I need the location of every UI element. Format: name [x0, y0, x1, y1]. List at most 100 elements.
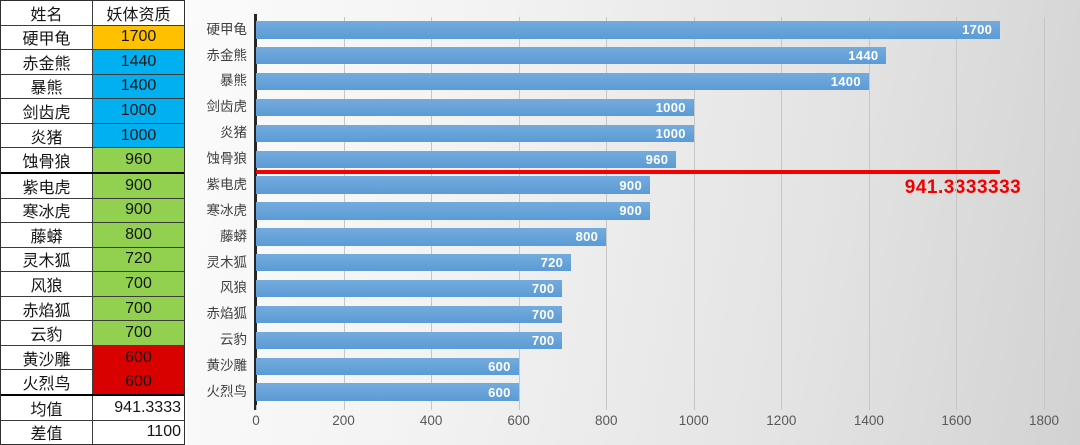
bar[interactable]: 700	[256, 331, 563, 350]
table-row: 紫电虎 900	[1, 173, 184, 199]
table-row: 炎猪 1000	[1, 123, 184, 149]
table-row: 黄沙雕 600	[1, 345, 184, 371]
table-header-row: 姓名 妖体资质	[1, 1, 184, 26]
bar[interactable]: 800	[256, 228, 607, 246]
category-label: 赤金熊	[206, 47, 248, 63]
bar-data-label: 1700	[962, 22, 993, 38]
table-row: 暴熊 1400	[1, 74, 184, 100]
cell-name[interactable]: 寒冰虎	[22, 204, 71, 222]
cell-value[interactable]: 900	[92, 198, 184, 223]
cell-summary-label[interactable]: 差值	[30, 426, 63, 444]
category-label: 黄沙雕	[206, 358, 248, 373]
cell-value[interactable]: 700	[92, 296, 184, 321]
bar[interactable]: 600	[256, 383, 519, 401]
table-summary-row: 差值 1100	[1, 420, 184, 445]
cell-value[interactable]: 1400	[92, 74, 184, 99]
bar-data-label: 800	[575, 229, 599, 245]
aptitude-table: 姓名 妖体资质 硬甲龟 1700 赤金熊 1440 暴熊 1400 剑齿虎 1000 炎猪 100…	[0, 0, 185, 445]
cell-name[interactable]: 硬甲龟	[22, 31, 71, 49]
cell-name[interactable]: 云豹	[30, 327, 63, 345]
category-label: 云豹	[220, 332, 247, 348]
x-tick-label: 200	[332, 413, 355, 428]
category-label: 紫电虎	[206, 176, 248, 192]
bar[interactable]: 600	[256, 357, 519, 375]
cell-value[interactable]: 720	[92, 247, 184, 272]
cell-name[interactable]: 炎猪	[30, 129, 63, 147]
mean-line[interactable]	[256, 170, 1001, 175]
cell-summary-label[interactable]: 均值	[30, 401, 63, 419]
bar[interactable]: 900	[256, 202, 650, 220]
cell-value[interactable]: 1000	[92, 99, 184, 123]
bar[interactable]: 1000	[256, 98, 694, 117]
x-tick-label: 1200	[766, 413, 797, 428]
x-tick-label: 1400	[853, 413, 884, 428]
bar-data-label: 900	[619, 177, 642, 193]
cell-value[interactable]: 900	[92, 173, 184, 198]
cell-name[interactable]: 赤焰狐	[22, 302, 71, 320]
cell-value[interactable]: 1000	[92, 123, 184, 148]
cell-name[interactable]: 火烈鸟	[22, 376, 71, 394]
bar[interactable]: 700	[256, 305, 563, 324]
gridline	[1044, 17, 1045, 410]
cell-value[interactable]: 600	[92, 345, 184, 370]
mean-value-label: 941.3333333	[904, 177, 1022, 198]
cell-value[interactable]: 700	[92, 321, 184, 345]
cell-name[interactable]: 风狼	[30, 277, 63, 295]
cell-name[interactable]: 黄沙雕	[22, 351, 71, 369]
category-label: 暴熊	[220, 73, 247, 89]
category-label: 藤蟒	[220, 228, 247, 244]
bar[interactable]: 900	[256, 176, 650, 194]
bar[interactable]: 960	[256, 150, 677, 168]
cell-name[interactable]: 紫电虎	[22, 179, 71, 197]
gridline	[693, 17, 695, 410]
category-label: 蚀骨狼	[206, 151, 248, 167]
bar[interactable]: 700	[256, 279, 563, 298]
gridline	[956, 17, 958, 410]
cell-name[interactable]: 赤金熊	[22, 55, 71, 73]
x-tick-label: 400	[419, 413, 443, 428]
x-tick-label: 1600	[941, 413, 972, 428]
bar[interactable]: 1440	[256, 47, 887, 65]
col-header-name[interactable]: 姓名	[30, 6, 63, 24]
cell-name[interactable]: 藤蟒	[30, 228, 63, 246]
cell-name[interactable]: 蚀骨狼	[22, 154, 71, 172]
y-axis-line	[254, 14, 257, 410]
axis-tick	[256, 405, 257, 410]
category-label: 硬甲龟	[206, 21, 248, 37]
cell-name[interactable]: 剑齿虎	[22, 105, 71, 123]
bar[interactable]: 1400	[256, 72, 869, 91]
cell-summary-value[interactable]: 941.3333	[92, 396, 184, 420]
table-row: 藤蟒 800	[1, 223, 184, 248]
table-row: 灵木狐 720	[1, 247, 184, 273]
cell-summary-value[interactable]: 1100	[92, 420, 184, 445]
bar[interactable]: 1700	[256, 21, 1001, 39]
bar-data-label: 1000	[655, 125, 686, 141]
table-row: 赤金熊 1440	[1, 50, 184, 75]
gridline	[868, 17, 870, 410]
category-label: 风狼	[220, 280, 247, 296]
cell-name[interactable]: 灵木狐	[22, 253, 71, 271]
cell-value[interactable]: 1440	[92, 50, 184, 74]
bar-data-label: 700	[531, 306, 555, 322]
cell-name[interactable]: 暴熊	[30, 80, 63, 98]
x-tick-label: 0	[252, 413, 260, 428]
x-tick-label: 600	[507, 413, 530, 428]
bar[interactable]: 720	[256, 254, 572, 272]
cell-value[interactable]: 600	[92, 370, 184, 394]
col-header-aptitude[interactable]: 妖体资质	[92, 1, 184, 25]
bar-data-label: 1400	[830, 74, 861, 90]
cell-value[interactable]: 800	[92, 223, 184, 247]
cell-value[interactable]: 960	[92, 148, 184, 172]
category-label: 灵木狐	[206, 254, 248, 270]
table-row: 蚀骨狼 960	[1, 148, 184, 174]
bar-data-label: 720	[540, 255, 564, 271]
bar-data-label: 1440	[848, 48, 879, 64]
table-row: 火烈鸟 600	[1, 370, 184, 396]
cell-value[interactable]: 700	[92, 272, 184, 296]
cell-value[interactable]: 1700	[92, 25, 184, 50]
table-row: 风狼 700	[1, 272, 184, 297]
table-row: 剑齿虎 1000	[1, 99, 184, 124]
bar[interactable]: 1000	[256, 124, 694, 143]
category-label: 剑齿虎	[206, 99, 248, 115]
x-tick-label: 800	[594, 413, 618, 428]
